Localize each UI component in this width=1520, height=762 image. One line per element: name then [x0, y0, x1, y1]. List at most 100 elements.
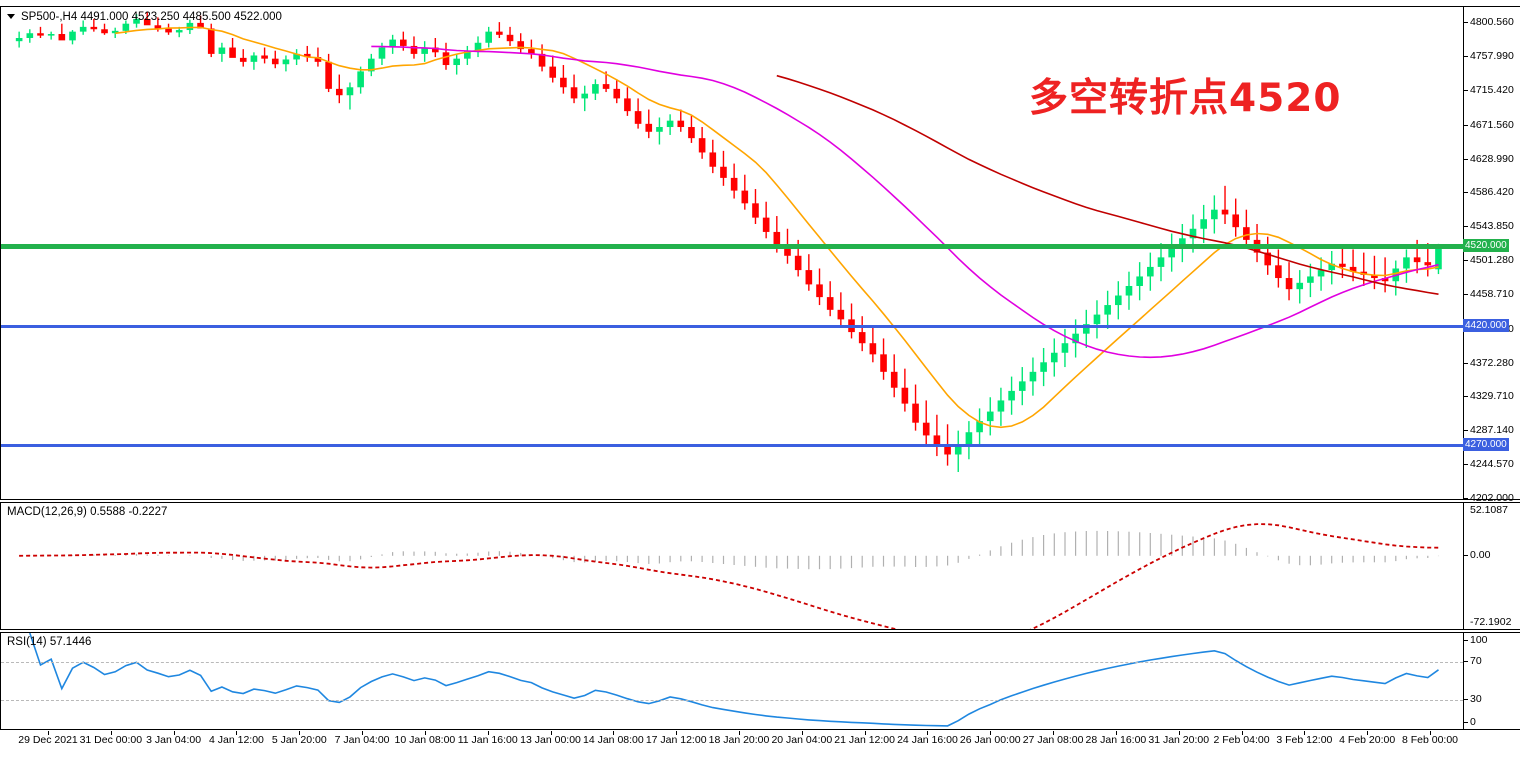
symbol-dropdown-caret-icon[interactable] [7, 14, 15, 19]
tick-mark [1464, 192, 1468, 194]
time-tick [299, 731, 301, 735]
price-plot-area [1, 7, 1463, 499]
time-tick [550, 731, 552, 735]
time-tick-label: 24 Jan 16:00 [897, 734, 958, 746]
tick-mark [1464, 498, 1468, 499]
time-tick-label: 2 Feb 04:00 [1213, 734, 1270, 746]
time-tick [864, 731, 866, 735]
price-tick-label: 4372.280 [1470, 356, 1514, 369]
time-axis[interactable]: 29 Dec 2021 31 Dec 00:00 3 Jan 04:00 4 Jan … [0, 731, 1520, 762]
rsi-guide-70 [1, 661, 1463, 663]
tick-mark [1464, 699, 1468, 701]
tick-mark [1464, 22, 1468, 24]
time-tick [990, 731, 992, 735]
time-tick [487, 731, 489, 735]
time-tick [801, 731, 803, 735]
time-tick [362, 731, 364, 735]
level-line-4270 [1, 443, 1463, 447]
price-tick-label: 4244.570 [1470, 458, 1514, 471]
time-tick-label: 13 Jan 00:00 [520, 734, 581, 746]
level-price-tag-4270: 4270.000 [1463, 437, 1509, 451]
macd-tick-label: 52.1087 [1470, 504, 1508, 516]
time-tick-label: 5 Jan 20:00 [271, 734, 327, 746]
level-price-tag-4520: 4520.000 [1463, 239, 1509, 253]
time-tick [48, 731, 49, 735]
macd-tick-label: 0.00 [1470, 548, 1491, 561]
time-tick [1304, 731, 1306, 735]
tick-mark [1464, 158, 1468, 160]
time-tick-label: 31 Jan 20:00 [1148, 734, 1210, 746]
tick-mark [1464, 226, 1468, 228]
symbol-ohlc-label: SP500-,H4 4491.000 4523.250 4485.500 452… [21, 11, 282, 23]
level-line-4520 [1, 244, 1463, 250]
tick-mark [1464, 124, 1468, 126]
rsi-tick-label: 0 [1470, 716, 1476, 728]
time-tick [1430, 731, 1431, 735]
macd-plot-area [1, 503, 1463, 629]
macd-panel: MACD(12,26,9) 0.5588 -0.2227 52.1087 0.00… [0, 502, 1520, 630]
tick-mark [1464, 722, 1468, 723]
time-tick [236, 731, 238, 735]
tick-mark [1464, 89, 1468, 91]
time-tick-label: 20 Jan 04:00 [771, 734, 833, 746]
tick-mark [1464, 56, 1468, 58]
time-tick-label: 10 Jan 08:00 [394, 734, 456, 746]
rsi-tick-label: 30 [1470, 693, 1482, 706]
time-tick [1367, 731, 1369, 735]
price-tick-label: 4586.420 [1470, 186, 1514, 199]
level-price-tag-4420: 4420.000 [1463, 318, 1509, 332]
time-tick-label: 31 Dec 00:00 [79, 734, 143, 746]
time-tick-label: 18 Jan 20:00 [708, 734, 770, 746]
tick-mark [1464, 396, 1468, 398]
rsi-label: RSI(14) 57.1446 [7, 636, 92, 648]
price-tick-label: 4628.990 [1470, 152, 1514, 165]
price-tick-label: 4800.560 [1470, 16, 1514, 29]
time-tick [110, 731, 112, 735]
rsi-plot-area [1, 633, 1463, 729]
time-tick [1115, 731, 1117, 735]
price-tick-label: 4715.420 [1470, 83, 1514, 96]
time-tick-label: 28 Jan 16:00 [1085, 734, 1147, 746]
price-axis-scale[interactable]: 4800.560 4757.990 4715.420 4671.560 4628.990… [1463, 7, 1520, 504]
time-tick [1053, 731, 1055, 735]
rsi-axis-scale[interactable]: 100 70 30 0 [1463, 633, 1520, 729]
time-tick-label: 17 Jan 12:00 [645, 734, 707, 746]
time-tick-label: 4 Feb 20:00 [1339, 734, 1396, 746]
rsi-series-svg [29, 633, 1439, 727]
tick-mark [1464, 430, 1468, 432]
macd-axis-scale[interactable]: 52.1087 0.00 -72.1902 [1463, 503, 1520, 629]
macd-series-svg [19, 523, 1440, 629]
time-tick [1241, 731, 1243, 735]
price-tick-label: 4671.560 [1470, 118, 1514, 131]
time-tick [739, 731, 740, 735]
tick-mark [1464, 260, 1468, 262]
time-tick-label: 29 Dec 2021 [18, 734, 78, 746]
tick-mark [1464, 362, 1468, 364]
price-tick-label: 4202.000 [1470, 492, 1514, 504]
tick-mark [1464, 464, 1468, 466]
price-panel: SP500-,H4 4491.000 4523.250 4485.500 452… [0, 6, 1520, 504]
price-tick-label: 4329.710 [1470, 390, 1514, 403]
time-tick [613, 731, 615, 735]
tick-mark [1464, 554, 1468, 556]
tick-mark [1464, 293, 1468, 295]
time-tick [676, 731, 678, 735]
time-tick-label: 7 Jan 04:00 [334, 734, 390, 746]
macd-tick-label: -72.1902 [1470, 616, 1512, 628]
rsi-tick-label: 70 [1470, 654, 1482, 667]
time-tick-label: 27 Jan 08:00 [1022, 734, 1084, 746]
tick-mark [1464, 660, 1468, 662]
price-tick-label: 4757.990 [1470, 50, 1514, 63]
level-line-4420 [1, 324, 1463, 328]
time-tick-label: 11 Jan 16:00 [457, 734, 518, 746]
time-tick [927, 731, 929, 735]
time-tick-label: 3 Jan 04:00 [146, 734, 202, 746]
time-tick-label: 21 Jan 12:00 [834, 734, 895, 746]
time-tick-label: 4 Jan 12:00 [209, 734, 264, 746]
rsi-panel: RSI(14) 57.1446 100 70 30 0 [0, 632, 1520, 730]
rsi-tick-label: 100 [1470, 634, 1488, 646]
tick-mark [1464, 640, 1468, 641]
time-tick-label: 8 Feb 00:00 [1401, 734, 1459, 746]
time-tick-label: 3 Feb 12:00 [1276, 734, 1333, 746]
